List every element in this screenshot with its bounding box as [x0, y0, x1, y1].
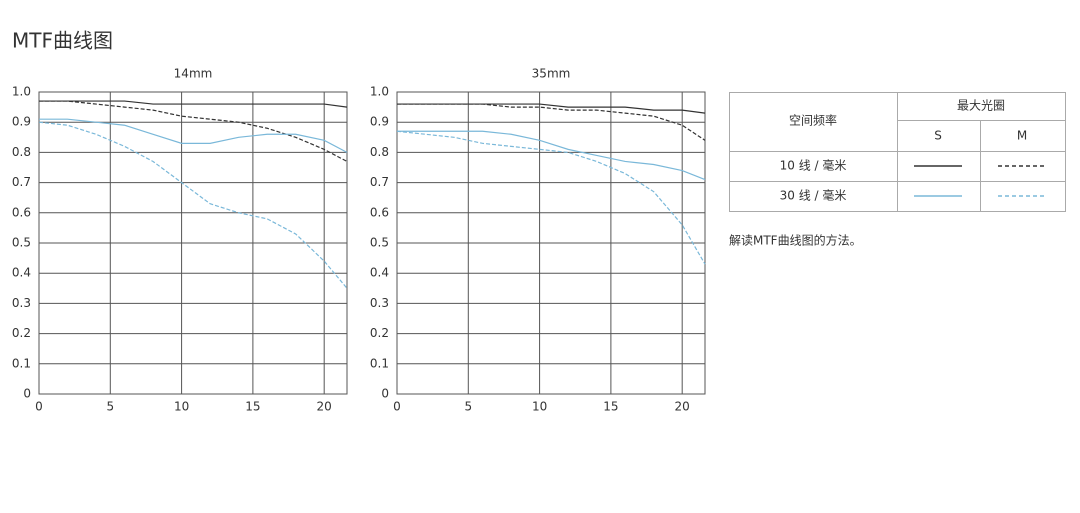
y-tick-label: 0.5	[370, 236, 389, 250]
y-tick-label: 0.3	[370, 296, 389, 310]
y-tick-label: 0.4	[370, 266, 389, 280]
plot-frame	[396, 91, 706, 395]
series-line	[38, 121, 348, 289]
legend-table: 空间频率 最大光圈 S M 10 线 / 毫米 30 线 / 毫米	[729, 92, 1066, 212]
y-tick-label: 0.3	[12, 296, 31, 310]
table-header: 空间频率	[789, 113, 837, 128]
series-line	[39, 100, 348, 108]
y-tick-label: 0.7	[12, 175, 31, 189]
y-tick-label: 1.0	[12, 85, 31, 99]
y-tick-label: 0.9	[12, 115, 31, 129]
y-tick-label: 0.9	[370, 115, 389, 129]
y-tick-label: 0.2	[12, 326, 31, 340]
x-tick-label: 20	[675, 400, 690, 414]
table-header: 最大光圈	[957, 99, 1005, 113]
y-tick-label: 0	[381, 387, 389, 401]
plot-frame	[38, 91, 348, 395]
x-tick-label: 20	[317, 400, 332, 414]
note: 解读MTF曲线图的方法。	[729, 233, 862, 248]
series-line	[397, 130, 706, 181]
series-line	[396, 130, 706, 265]
x-tick-label: 0	[35, 400, 43, 414]
y-tick-label: 0.4	[12, 266, 31, 280]
table-column: M	[1017, 129, 1027, 143]
table-column: S	[934, 129, 942, 143]
y-tick-label: 0.8	[370, 145, 389, 159]
x-tick-label: 10	[532, 400, 547, 414]
series-line	[39, 100, 348, 162]
y-tick-label: 0	[23, 387, 31, 401]
series-line	[397, 103, 706, 114]
y-tick-label: 0.6	[370, 205, 389, 219]
x-tick-label: 5	[106, 400, 114, 414]
x-tick-label: 15	[603, 400, 618, 414]
x-tick-label: 5	[464, 400, 472, 414]
y-tick-label: 0.6	[12, 205, 31, 219]
series-line	[397, 103, 706, 141]
y-tick-label: 1.0	[370, 85, 389, 99]
y-tick-label: 0.8	[12, 145, 31, 159]
x-tick-label: 10	[174, 400, 189, 414]
table-row: 30 线 / 毫米	[780, 188, 847, 203]
x-tick-label: 15	[245, 400, 260, 414]
series-line	[39, 118, 348, 153]
table-row: 10 线 / 毫米	[780, 158, 847, 173]
chart-title: 35mm	[532, 67, 571, 81]
y-tick-label: 0.7	[370, 175, 389, 189]
x-tick-label: 0	[393, 400, 401, 414]
y-tick-label: 0.1	[12, 356, 31, 370]
chart-title: 14mm	[174, 67, 213, 81]
y-tick-label: 0.1	[370, 356, 389, 370]
y-tick-label: 0.2	[370, 326, 389, 340]
page-title: MTF曲线图	[12, 29, 113, 53]
y-tick-label: 0.5	[12, 236, 31, 250]
